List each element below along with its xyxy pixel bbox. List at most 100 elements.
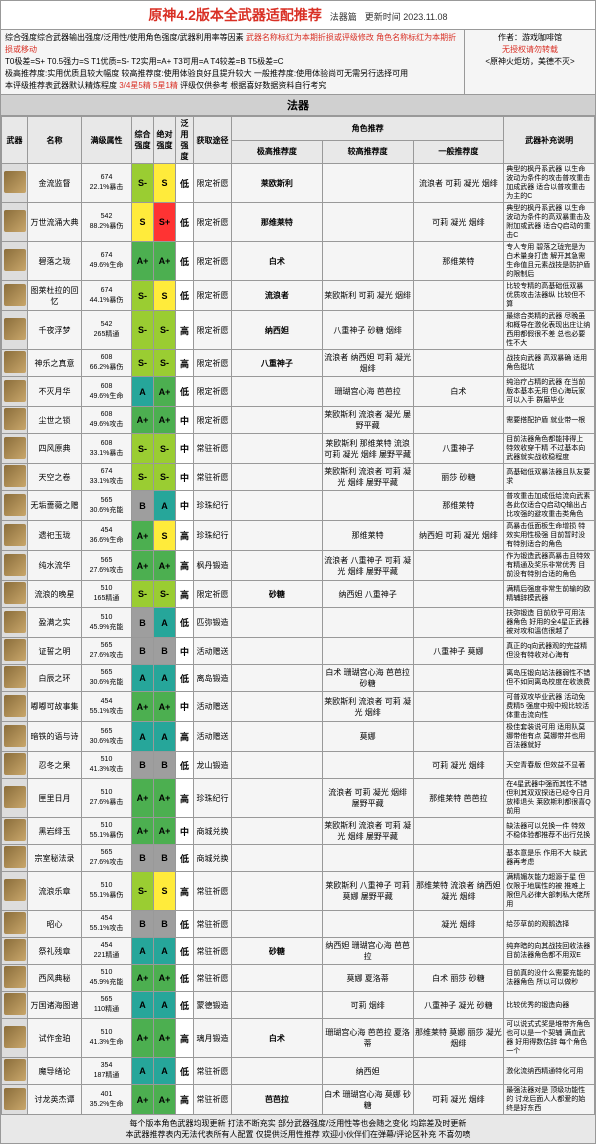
grade-overall: S xyxy=(132,203,154,242)
grade-general: 中 xyxy=(176,407,194,434)
weapon-stat: 67433.1%攻击 xyxy=(82,464,132,491)
rec-high xyxy=(232,779,323,818)
weapon-table: 武器 名称 满级属性 综合强度 绝对强度 泛用强度 获取途径 角色推荐 武器补充… xyxy=(1,116,595,1115)
grade-absolute: A xyxy=(154,938,176,965)
footer-line: 每个版本角色武器均现更新 打法不断充实 部分武器强度/泛用性等也会随之变化 均踪… xyxy=(4,1118,592,1129)
grade-overall: A xyxy=(132,722,154,752)
grade-absolute: S- xyxy=(154,350,176,377)
rec-low xyxy=(413,311,504,350)
weapon-note: 纯治疗占精的武器 在当前版本基本无用 但心海玩家可以入手 群磨毕业 xyxy=(504,377,595,407)
weapon-note: 作为锻造武器高暴击且特效有精通及奖乐非常优秀 目前没有特别合适的角色 xyxy=(504,551,595,581)
weapon-name: 金流监督 xyxy=(28,164,82,203)
grade-overall: B xyxy=(132,608,154,638)
weapon-stat: 56527.6%攻击 xyxy=(82,845,132,872)
rec-mid xyxy=(322,845,413,872)
weapon-icon xyxy=(4,284,26,306)
rec-low: 白术 丽莎 砂糖 xyxy=(413,965,504,992)
grade-overall: A+ xyxy=(132,965,154,992)
acquire-path: 限定祈愿 xyxy=(194,581,232,608)
table-row: 千夜浮梦542265精通S-S-高限定祈愿纳西妲八重神子 砂糖 烟绯最综合类精的… xyxy=(2,311,595,350)
weapon-stat: 565110精通 xyxy=(82,992,132,1019)
weapon-name: 讨龙英杰谭 xyxy=(28,1085,82,1115)
weapon-icon-cell xyxy=(2,965,28,992)
acquire-path: 常驻祈愿 xyxy=(194,911,232,938)
rec-low: 那维莱特 芭芭拉 xyxy=(413,779,504,818)
rec-low xyxy=(413,608,504,638)
weapon-stat: 45436.6%生命 xyxy=(82,521,132,551)
weapon-icon xyxy=(4,1026,26,1048)
acquire-path: 限定祈愿 xyxy=(194,377,232,407)
grade-absolute: S xyxy=(154,281,176,311)
weapon-name: 宗室秘法录 xyxy=(28,845,82,872)
grade-overall: A xyxy=(132,938,154,965)
weapon-icon-cell xyxy=(2,938,28,965)
grade-general: 低 xyxy=(176,164,194,203)
acquire-path: 蒙德锻造 xyxy=(194,992,232,1019)
grade-overall: A xyxy=(132,665,154,692)
grade-general: 低 xyxy=(176,992,194,1019)
grade-general: 低 xyxy=(176,242,194,281)
weapon-icon-cell xyxy=(2,779,28,818)
rec-low: 那维莱特 莫娜 丽莎 凝光 烟绯 xyxy=(413,1019,504,1058)
rec-high xyxy=(232,407,323,434)
grade-general: 中 xyxy=(176,692,194,722)
grade-overall: A xyxy=(132,992,154,1019)
rec-low: 那维莱特 xyxy=(413,491,504,521)
weapon-icon-cell xyxy=(2,692,28,722)
rec-low xyxy=(413,692,504,722)
weapon-name: 万国诸海图谱 xyxy=(28,992,82,1019)
table-row: 遗祀玉珑45436.6%生命A+S高珍珠纪行那维莱特纳西妲 可莉 凝光 烟绯高暴… xyxy=(2,521,595,551)
table-head: 武器 名称 满级属性 综合强度 绝对强度 泛用强度 获取途径 角色推荐 武器补充… xyxy=(2,117,595,164)
rec-mid: 八重神子 砂糖 烟绯 xyxy=(322,311,413,350)
weapon-name: 嘟嘟可故事集 xyxy=(28,692,82,722)
acquire-path: 常驻祈愿 xyxy=(194,464,232,491)
rec-high: 莱欧斯利 xyxy=(232,164,323,203)
grade-absolute: A+ xyxy=(154,692,176,722)
weapon-icon xyxy=(4,582,26,604)
rec-high: 芭芭拉 xyxy=(232,1085,323,1115)
weapon-name: 天空之卷 xyxy=(28,464,82,491)
rec-mid xyxy=(322,242,413,281)
acquire-path: 限定祈愿 xyxy=(194,164,232,203)
weapon-stat: 51041.3%攻击 xyxy=(82,752,132,779)
weapon-name: 匣里日月 xyxy=(28,779,82,818)
grade-general: 低 xyxy=(176,965,194,992)
rec-mid: 白术 珊瑚宫心海 莫娜 砂糖 xyxy=(322,1085,413,1115)
grade-general: 中 xyxy=(176,434,194,464)
grade-overall: A xyxy=(132,1058,154,1085)
rec-high xyxy=(232,845,323,872)
weapon-note: 给莎草前的观鹅选择 xyxy=(504,911,595,938)
weapon-note: 扶弥锻造 目前欣乎可用法器角色 好用的全4星正武器被对攻和溫信很越了 xyxy=(504,608,595,638)
author-note: <原神火炬坊，美德不灭> xyxy=(469,56,591,68)
weapon-icon xyxy=(4,753,26,775)
rec-mid: 纳西妲 珊瑚宫心海 芭芭拉 xyxy=(322,938,413,965)
grade-absolute: A xyxy=(154,992,176,1019)
rec-mid xyxy=(322,752,413,779)
weapon-stat: 354187精通 xyxy=(82,1058,132,1085)
table-row: 无垢蔷薇之赠56530.6%充能BA中珍珠纪行那维莱特普攻重击加成低给流向武素 … xyxy=(2,491,595,521)
weapon-note: 最综合类精的武器 尽晚虽和概导在激化表现出庄让纳西用都假很不差 总也必要性不大 xyxy=(504,311,595,350)
weapon-icon xyxy=(4,819,26,841)
rec-low: 丽莎 砂糖 xyxy=(413,464,504,491)
rec-high xyxy=(232,665,323,692)
acquire-path: 璃月锻造 xyxy=(194,1019,232,1058)
grade-overall: A+ xyxy=(132,1085,154,1115)
acquire-path: 商城兑换 xyxy=(194,818,232,845)
table-row: 白辰之环56530.6%充能AA低离岛锻造白术 珊瑚宫心海 芭芭拉 砂糖离岛压锻… xyxy=(2,665,595,692)
weapon-icon xyxy=(4,786,26,808)
grade-general: 中 xyxy=(176,818,194,845)
grade-overall: S- xyxy=(132,872,154,911)
table-row: 四风原典60833.1%暴击S-S-中常驻祈愿莱欧斯利 那维莱特 流浪 可莉 凝… xyxy=(2,434,595,464)
grade-overall: S- xyxy=(132,281,154,311)
grade-general: 高 xyxy=(176,722,194,752)
weapon-icon xyxy=(4,725,26,747)
weapon-note: 极佳套装说可用 适用队莫娜带他有点 莫娜带并也用百法器就好 xyxy=(504,722,595,752)
th-r1: 极高推荐度 xyxy=(232,140,323,164)
weapon-note: 高基础低双暴法器且队友要求 xyxy=(504,464,595,491)
weapon-stat: 60866.2%暴伤 xyxy=(82,350,132,377)
th-path: 获取途径 xyxy=(194,117,232,164)
rec-mid: 纳西妲 八重神子 xyxy=(322,581,413,608)
weapon-name: 无垢蔷薇之赠 xyxy=(28,491,82,521)
grade-general: 中 xyxy=(176,464,194,491)
grade-general: 低 xyxy=(176,911,194,938)
